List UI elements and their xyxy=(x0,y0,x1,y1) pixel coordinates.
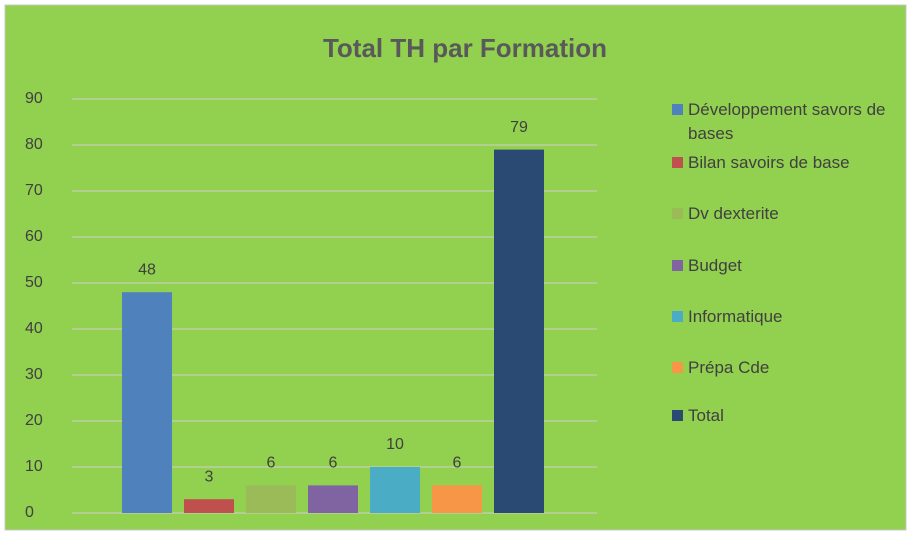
legend-label: Bilan savoirs de base xyxy=(688,153,850,172)
bar xyxy=(432,485,482,513)
data-label: 3 xyxy=(205,468,214,485)
y-tick-label: 80 xyxy=(25,136,43,153)
y-tick-label: 60 xyxy=(25,228,43,245)
legend-swatch xyxy=(672,311,683,322)
legend-label: Dv dexterite xyxy=(688,204,779,223)
bar xyxy=(370,467,420,513)
legend-entry: Informatique xyxy=(672,305,912,329)
legend-label: Total xyxy=(688,406,724,425)
y-tick-label: 10 xyxy=(25,458,43,475)
y-tick-label: 70 xyxy=(25,182,43,199)
legend-entry: Bilan savoirs de base xyxy=(672,151,912,175)
legend-label: Budget xyxy=(688,256,742,275)
legend-label: Informatique xyxy=(688,307,783,326)
chart-title: Total TH par Formation xyxy=(323,33,607,63)
legend-swatch xyxy=(672,410,683,421)
legend-swatch xyxy=(672,104,683,115)
y-tick-label: 30 xyxy=(25,366,43,383)
legend-entry: Prépa Cde xyxy=(672,356,912,380)
legend-swatch xyxy=(672,260,683,271)
data-label: 6 xyxy=(453,455,462,472)
bar xyxy=(184,499,234,513)
legend-swatch xyxy=(672,362,683,373)
y-tick-label: 90 xyxy=(25,90,43,107)
data-label: 48 xyxy=(138,261,156,278)
bar xyxy=(494,149,544,513)
data-label: 10 xyxy=(386,436,404,453)
legend-entry: Budget xyxy=(672,254,912,278)
bar xyxy=(246,485,296,513)
data-label: 6 xyxy=(267,455,276,472)
y-tick-label: 20 xyxy=(25,412,43,429)
data-label: 79 xyxy=(510,119,528,136)
legend-swatch xyxy=(672,157,683,168)
y-tick-label: 0 xyxy=(25,504,34,521)
legend-entry: Total xyxy=(672,404,912,428)
legend-entry: Développement savors de bases xyxy=(672,98,912,146)
legend-entry: Dv dexterite xyxy=(672,202,912,226)
legend-swatch xyxy=(672,208,683,219)
bar xyxy=(308,485,358,513)
y-tick-label: 50 xyxy=(25,274,43,291)
bar xyxy=(122,292,172,513)
legend-label: Développement savors de bases xyxy=(688,100,886,143)
y-tick-label: 40 xyxy=(25,320,43,337)
data-label: 6 xyxy=(329,455,338,472)
legend-label: Prépa Cde xyxy=(688,358,770,377)
